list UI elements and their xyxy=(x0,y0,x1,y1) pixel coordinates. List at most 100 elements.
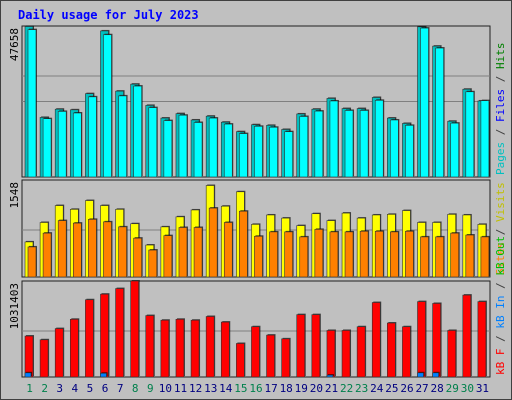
bar-kbf-day-7 xyxy=(115,288,124,378)
bar-kbin-day-28 xyxy=(432,372,439,378)
bar-hits-day-26 xyxy=(405,125,414,178)
x-tick-label-day-22: 22 xyxy=(340,382,353,395)
bar-kbf-day-22 xyxy=(341,330,351,378)
bar-kbf-day-28 xyxy=(432,303,441,378)
bar-hits-day-13 xyxy=(208,117,218,178)
bar-sites-day-23 xyxy=(359,230,369,278)
bar-kbf-day-23 xyxy=(356,326,366,378)
bar-hits-day-29 xyxy=(450,122,460,178)
bar-sites-day-8 xyxy=(133,237,142,278)
x-tick-label-day-7: 7 xyxy=(117,382,124,395)
chart-panels: 47658 1548 1031403 Pages / Files / Hits Site… xyxy=(8,25,507,378)
x-tick-label-day-25: 25 xyxy=(385,382,398,395)
bar-hits-day-6 xyxy=(103,34,112,178)
bar-hits-day-4 xyxy=(72,112,82,178)
bar-sites-day-19 xyxy=(299,236,309,278)
x-tick-label-day-9: 9 xyxy=(147,382,154,395)
y-max-label-hits: 47658 xyxy=(8,28,21,61)
bar-hits-day-21 xyxy=(329,100,339,178)
bar-hits-day-27 xyxy=(420,27,429,178)
bar-sites-day-21 xyxy=(329,231,339,278)
bar-sites-day-9 xyxy=(148,249,158,278)
x-tick-label-day-3: 3 xyxy=(56,382,63,395)
legend-hits-part-0: Pages xyxy=(494,142,507,175)
bar-sites-day-17 xyxy=(269,231,278,278)
bar-sites-day-7 xyxy=(118,226,127,278)
x-tick-label-day-10: 10 xyxy=(159,382,172,395)
bar-kbf-day-19 xyxy=(296,314,306,378)
x-tick-label-day-4: 4 xyxy=(72,382,79,395)
x-tick-label-day-16: 16 xyxy=(249,382,262,395)
legend-kbytes-part-0: kB F xyxy=(494,349,507,376)
bar-sites-day-16 xyxy=(254,235,263,278)
bar-hits-day-7 xyxy=(118,95,127,178)
x-tick-label-day-8: 8 xyxy=(132,382,139,395)
bar-kbin-day-6 xyxy=(100,372,107,378)
x-tick-label-day-23: 23 xyxy=(355,382,368,395)
bar-hits-day-22 xyxy=(344,110,354,178)
bar-kbin-day-27 xyxy=(417,372,424,378)
bar-hits-day-3 xyxy=(57,111,67,178)
bar-kbin-day-21 xyxy=(326,374,334,378)
bar-sites-day-30 xyxy=(465,234,475,278)
x-tick-label-day-12: 12 xyxy=(189,382,202,395)
bar-kbf-day-14 xyxy=(220,321,230,378)
bar-sites-day-18 xyxy=(284,231,293,278)
x-tick-label-day-14: 14 xyxy=(219,382,233,395)
bar-hits-day-23 xyxy=(359,110,369,178)
bar-sites-day-24 xyxy=(374,230,384,278)
bar-hits-day-16 xyxy=(254,126,263,178)
x-tick-label-day-18: 18 xyxy=(280,382,293,395)
legend-kbytes-part-1: / xyxy=(494,329,507,349)
bar-hits-day-30 xyxy=(465,91,475,178)
bar-hits-day-31 xyxy=(480,100,490,178)
bar-sites-day-13 xyxy=(208,207,218,278)
bar-kbf-day-2 xyxy=(39,339,49,378)
bar-kbf-day-26 xyxy=(402,326,411,378)
y-max-label-kbytes: 1031403 xyxy=(8,283,21,329)
bar-hits-day-12 xyxy=(193,122,203,178)
x-tick-label-day-17: 17 xyxy=(264,382,277,395)
bar-sites-day-11 xyxy=(178,227,188,278)
bar-sites-day-12 xyxy=(193,227,203,278)
bar-sites-day-20 xyxy=(314,229,324,278)
bar-hits-day-2 xyxy=(42,118,52,178)
bar-kbf-day-16 xyxy=(251,326,260,378)
bar-sites-day-29 xyxy=(450,232,460,278)
bar-sites-day-14 xyxy=(223,222,233,278)
bar-hits-day-9 xyxy=(148,107,158,178)
legend-kbytes: kB F / kB In / kB Out xyxy=(494,236,507,375)
bar-sites-day-22 xyxy=(344,231,354,278)
bar-sites-day-6 xyxy=(103,221,112,278)
legend-visits-part-2: Visits xyxy=(494,182,507,222)
x-tick-label-day-20: 20 xyxy=(310,382,323,395)
bar-kbf-day-25 xyxy=(387,322,396,378)
x-tick-label-day-6: 6 xyxy=(102,382,109,395)
bar-sites-day-27 xyxy=(420,236,429,278)
x-tick-label-day-11: 11 xyxy=(174,382,187,395)
bar-hits-day-14 xyxy=(223,123,233,178)
x-tick-label-day-2: 2 xyxy=(41,382,48,395)
bar-sites-day-31 xyxy=(480,236,490,278)
bar-kbf-day-3 xyxy=(54,328,64,378)
bar-kbf-day-30 xyxy=(462,294,472,378)
bar-hits-day-5 xyxy=(88,96,97,178)
bar-sites-day-28 xyxy=(435,236,444,278)
legend-kbytes-part-2: kB In xyxy=(494,296,507,329)
bar-kbf-day-11 xyxy=(175,318,185,378)
x-tick-label-day-19: 19 xyxy=(295,382,308,395)
legend-hits-part-2: Files xyxy=(494,89,507,122)
bar-kbf-day-10 xyxy=(160,319,170,378)
x-tick-label-day-28: 28 xyxy=(431,382,444,395)
bar-kbf-day-1 xyxy=(24,335,34,378)
bar-sites-day-15 xyxy=(239,210,248,278)
bar-hits-day-18 xyxy=(284,131,293,178)
x-tick-label-day-24: 24 xyxy=(370,382,384,395)
bar-kbf-day-21 xyxy=(326,330,336,378)
bar-hits-day-28 xyxy=(435,47,444,178)
bar-sites-day-10 xyxy=(163,235,173,278)
legend-kbytes-part-4: kB Out xyxy=(494,236,507,276)
x-tick-label-day-31: 31 xyxy=(476,382,489,395)
bar-kbf-day-4 xyxy=(69,318,79,378)
bar-kbf-day-31 xyxy=(477,301,487,378)
